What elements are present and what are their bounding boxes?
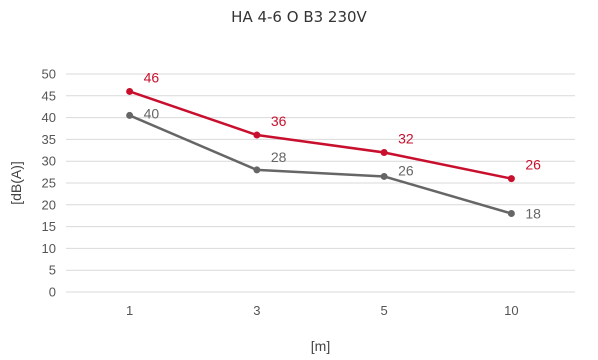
y-tick-label: 25 xyxy=(42,176,56,191)
y-tick-label: 0 xyxy=(49,285,56,300)
data-label: 18 xyxy=(525,206,541,222)
chart-title: HA 4-6 O B3 230V xyxy=(231,8,367,26)
y-tick-label: 15 xyxy=(42,219,56,234)
y-tick-labels: 0 5 10 15 20 25 30 35 40 45 50 xyxy=(42,67,56,300)
data-point xyxy=(253,131,261,139)
series-line xyxy=(129,90,512,180)
data-label: 40 xyxy=(144,105,160,121)
data-point xyxy=(126,111,134,119)
y-tick-label: 50 xyxy=(42,67,56,82)
data-label: 26 xyxy=(525,157,541,173)
x-tick-label: 10 xyxy=(504,303,518,318)
y-tick-label: 40 xyxy=(42,110,56,125)
x-tick-labels: 1 3 5 10 xyxy=(126,303,519,318)
data-point xyxy=(380,172,388,180)
y-tick-label: 10 xyxy=(42,241,56,256)
data-point xyxy=(253,166,261,174)
gridlines xyxy=(66,73,575,293)
x-tick-label: 3 xyxy=(253,303,260,318)
series-lines xyxy=(126,87,515,218)
x-tick-label: 1 xyxy=(126,303,133,318)
series-line xyxy=(129,114,512,215)
y-tick-label: 30 xyxy=(42,154,56,169)
data-labels: 46 36 32 26 40 28 26 18 xyxy=(144,69,542,221)
data-point xyxy=(126,87,134,95)
y-axis-label: [dB(A)] xyxy=(8,161,24,205)
data-point xyxy=(380,148,388,156)
y-tick-label: 20 xyxy=(42,197,56,212)
x-axis-label: [m] xyxy=(311,338,330,354)
data-label: 26 xyxy=(398,162,414,178)
y-tick-label: 35 xyxy=(42,132,56,147)
y-tick-label: 5 xyxy=(49,263,56,278)
y-tick-label: 45 xyxy=(42,88,56,103)
data-label: 32 xyxy=(398,130,414,146)
data-point xyxy=(507,210,515,218)
data-label: 46 xyxy=(144,69,160,85)
data-label: 36 xyxy=(271,113,287,129)
data-point xyxy=(507,175,515,183)
x-tick-label: 5 xyxy=(381,303,388,318)
data-label: 28 xyxy=(271,149,287,165)
